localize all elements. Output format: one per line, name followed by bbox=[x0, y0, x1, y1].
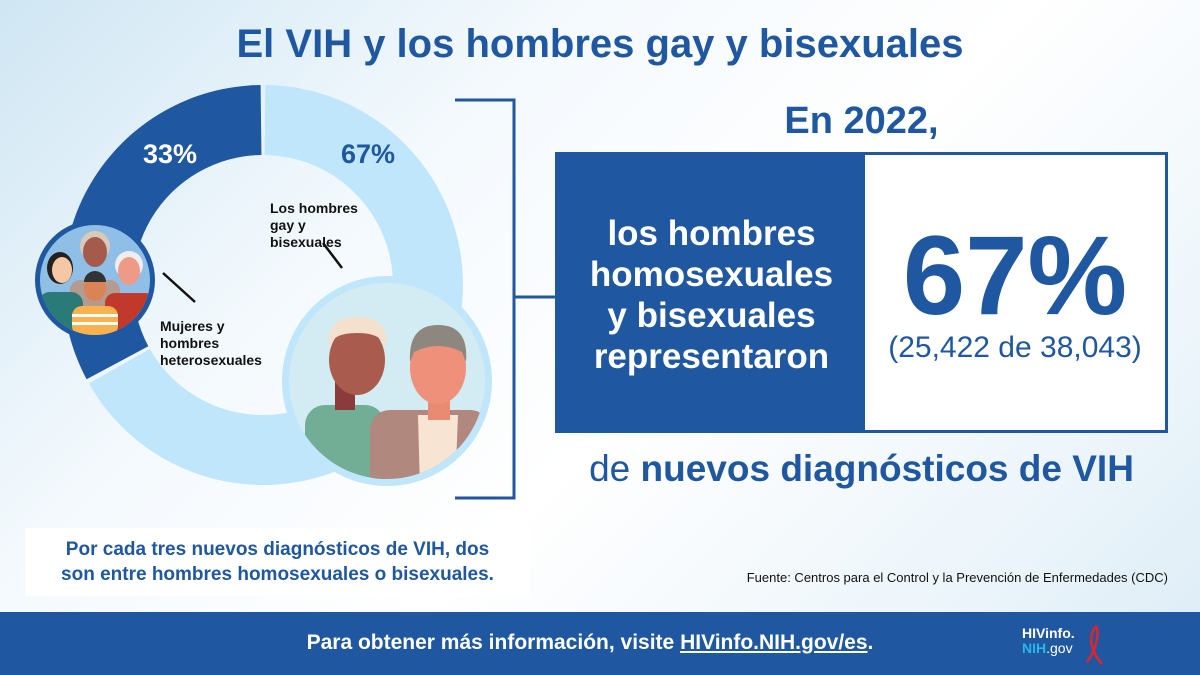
hetero-label-line: Mujeres y bbox=[160, 318, 225, 334]
red-ribbon-icon bbox=[1085, 625, 1103, 665]
hetero-label-line: heterosexuales bbox=[160, 352, 262, 368]
gay-label-line: gay y bbox=[270, 217, 306, 233]
stat-percent: 67% bbox=[902, 212, 1128, 338]
stat-description: los hombres homosexuales y bisexuales re… bbox=[558, 155, 865, 430]
hetero-label: Mujeres y hombres heterosexuales bbox=[160, 318, 262, 369]
slice-label-hetero: 33% bbox=[143, 139, 197, 169]
stat-suffix-light: de bbox=[589, 448, 641, 489]
two-men-illustration-icon bbox=[282, 276, 492, 486]
stat-suffix-bold: nuevos diagnósticos de VIH bbox=[640, 448, 1134, 489]
caption-line: son entre hombres homosexuales o bisexua… bbox=[61, 564, 494, 585]
people-group-illustration-icon bbox=[35, 220, 155, 340]
leader-line-hetero bbox=[162, 272, 196, 303]
hetero-label-line: hombres bbox=[160, 335, 220, 351]
footer-text-prefix: Para obtener más información, visite bbox=[306, 631, 681, 654]
gay-label-line: Los hombres bbox=[270, 200, 358, 216]
caption-box: Por cada tres nuevos diagnósticos de VIH… bbox=[25, 528, 530, 596]
footer-text: Para obtener más información, visite HIV… bbox=[0, 631, 1180, 655]
hivinfo-logo[interactable]: HIVinfo. NIH.gov bbox=[1022, 625, 1103, 665]
caption-line: Por cada tres nuevos diagnósticos de VIH… bbox=[65, 539, 490, 560]
stat-description-line: y bisexuales bbox=[607, 295, 816, 335]
gay-label-line: bisexuales bbox=[270, 234, 342, 250]
stat-description-line: representaron bbox=[593, 336, 830, 376]
stat-description-line: los hombres bbox=[607, 213, 816, 253]
logo-line-1: HIVinfo. bbox=[1022, 625, 1075, 641]
leader-line-gay bbox=[322, 242, 343, 269]
source-note: Fuente: Centros para el Control y la Pre… bbox=[746, 570, 1168, 585]
stat-description-line: homosexuales bbox=[589, 254, 834, 294]
footer-text-end: . bbox=[867, 631, 874, 654]
stat-suffix: de nuevos diagnósticos de VIH bbox=[555, 448, 1168, 490]
gay-label: Los hombres gay y bisexuales bbox=[270, 200, 358, 251]
year-heading: En 2022, bbox=[784, 100, 939, 142]
bracket-connector bbox=[455, 98, 556, 500]
logo-nih: NIH bbox=[1022, 640, 1047, 656]
stat-count: (25,422 de 38,043) bbox=[888, 330, 1142, 364]
donut-chart: 33% 67% bbox=[35, 85, 492, 486]
footer-bar: Para obtener más información, visite HIV… bbox=[0, 612, 1200, 675]
stat-value-panel: 67% (25,422 de 38,043) bbox=[865, 155, 1165, 430]
logo-gov: .gov bbox=[1046, 640, 1073, 656]
stat-box: los hombres homosexuales y bisexuales re… bbox=[555, 152, 1168, 433]
slice-label-gay: 67% bbox=[341, 139, 395, 169]
page-title: El VIH y los hombres gay y bisexuales bbox=[236, 22, 964, 66]
footer-link[interactable]: HIVinfo.NIH.gov/es bbox=[680, 631, 868, 654]
